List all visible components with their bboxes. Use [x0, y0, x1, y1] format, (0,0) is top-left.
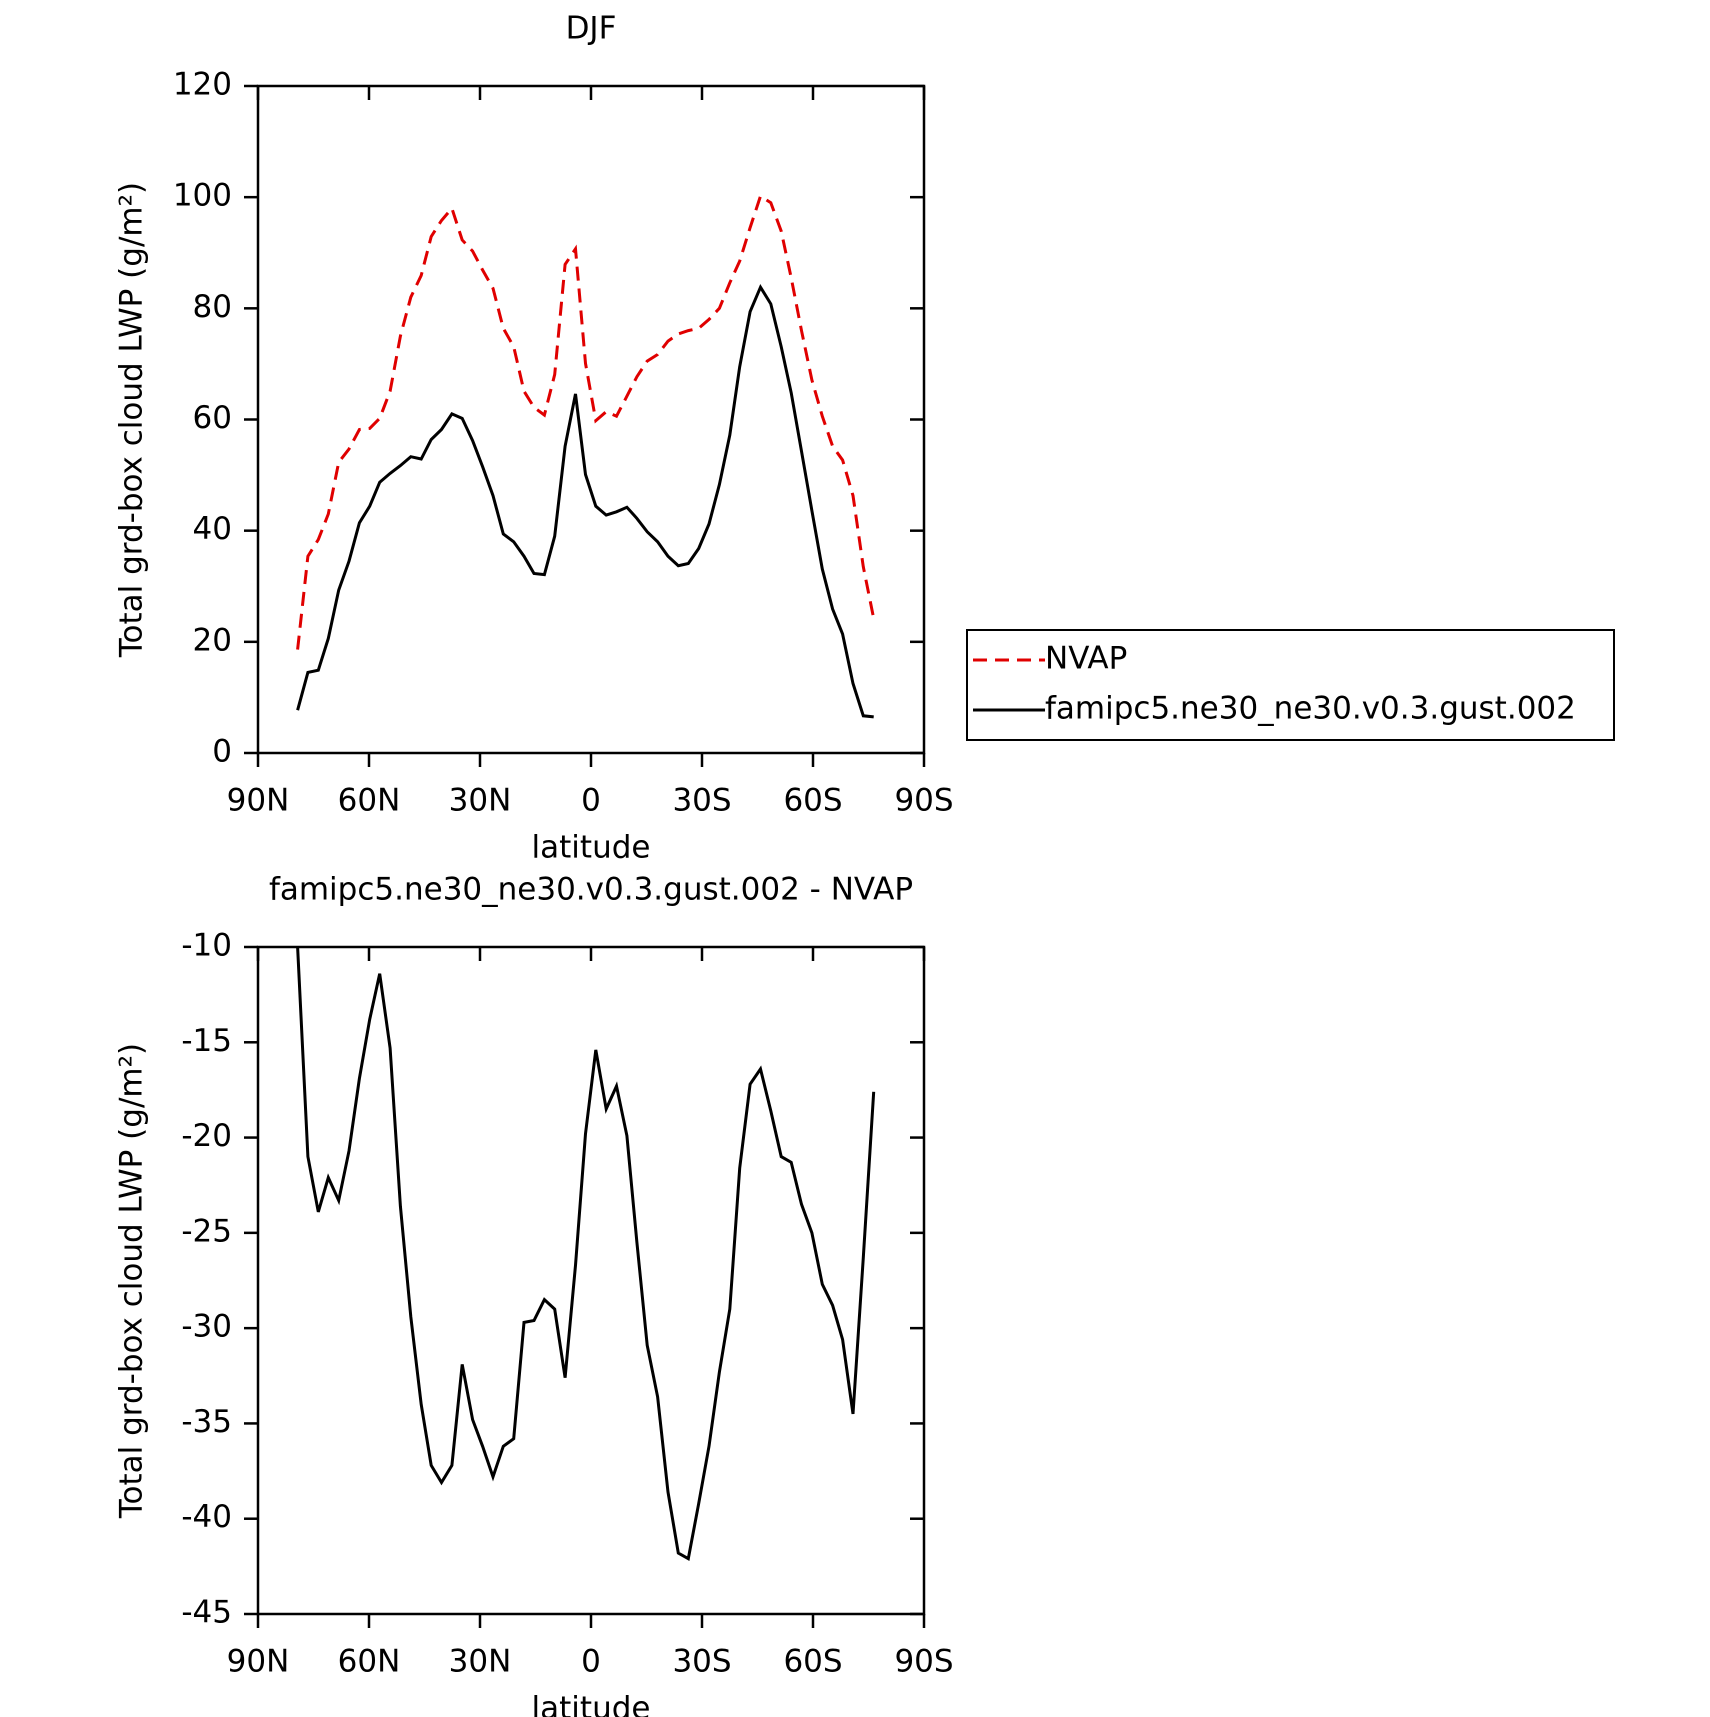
y-tick-label: 40 — [193, 511, 232, 547]
y-axis-label: Total grd-box cloud LWP (g/m²) — [114, 1043, 150, 1519]
x-tick-label: 90S — [894, 783, 953, 819]
y-tick-label: -35 — [181, 1404, 232, 1440]
y-tick-label: -40 — [181, 1499, 232, 1535]
chart-title: DJF — [566, 11, 617, 47]
x-tick-label: 60S — [783, 783, 842, 819]
y-tick-label: -45 — [181, 1595, 232, 1631]
chart-title: famipc5.ne30_ne30.v0.3.gust.002 - NVAP — [269, 872, 913, 908]
data-line — [296, 946, 876, 1562]
x-axis-label: latitude — [532, 1691, 651, 1717]
y-tick-label: 120 — [173, 67, 232, 103]
y-tick-label: -10 — [181, 928, 232, 964]
data-line — [296, 193, 876, 650]
plot-frame — [256, 84, 926, 755]
y-tick-label: -25 — [181, 1213, 232, 1249]
y-tick-label: -30 — [181, 1309, 232, 1345]
plot-frame — [256, 945, 926, 1616]
x-tick-label: 30N — [449, 1644, 512, 1680]
x-tick-label: 90S — [894, 1644, 953, 1680]
x-tick-label: 0 — [581, 783, 601, 819]
y-tick-label: -20 — [181, 1118, 232, 1154]
y-tick-label: 20 — [193, 622, 232, 658]
x-tick-label: 60N — [338, 1644, 401, 1680]
x-axis-label: latitude — [532, 830, 651, 866]
x-tick-label: 60S — [783, 1644, 842, 1680]
legend-label: famipc5.ne30_ne30.v0.3.gust.002 — [1045, 691, 1576, 727]
y-tick-label: 80 — [193, 289, 232, 325]
legend-label: NVAP — [1045, 641, 1127, 677]
x-tick-label: 30S — [672, 783, 731, 819]
y-tick-label: 0 — [212, 734, 232, 770]
legend-box — [966, 629, 1615, 741]
data-line — [296, 283, 874, 719]
y-tick-label: 60 — [193, 400, 232, 436]
x-tick-label: 30N — [449, 783, 512, 819]
x-tick-label: 30S — [672, 1644, 731, 1680]
y-tick-label: 100 — [173, 178, 232, 214]
y-tick-label: -15 — [181, 1023, 232, 1059]
x-tick-label: 90N — [227, 783, 290, 819]
x-tick-label: 0 — [581, 1644, 601, 1680]
x-tick-label: 60N — [338, 783, 401, 819]
y-axis-label: Total grd-box cloud LWP (g/m²) — [114, 182, 150, 658]
x-tick-label: 90N — [227, 1644, 290, 1680]
